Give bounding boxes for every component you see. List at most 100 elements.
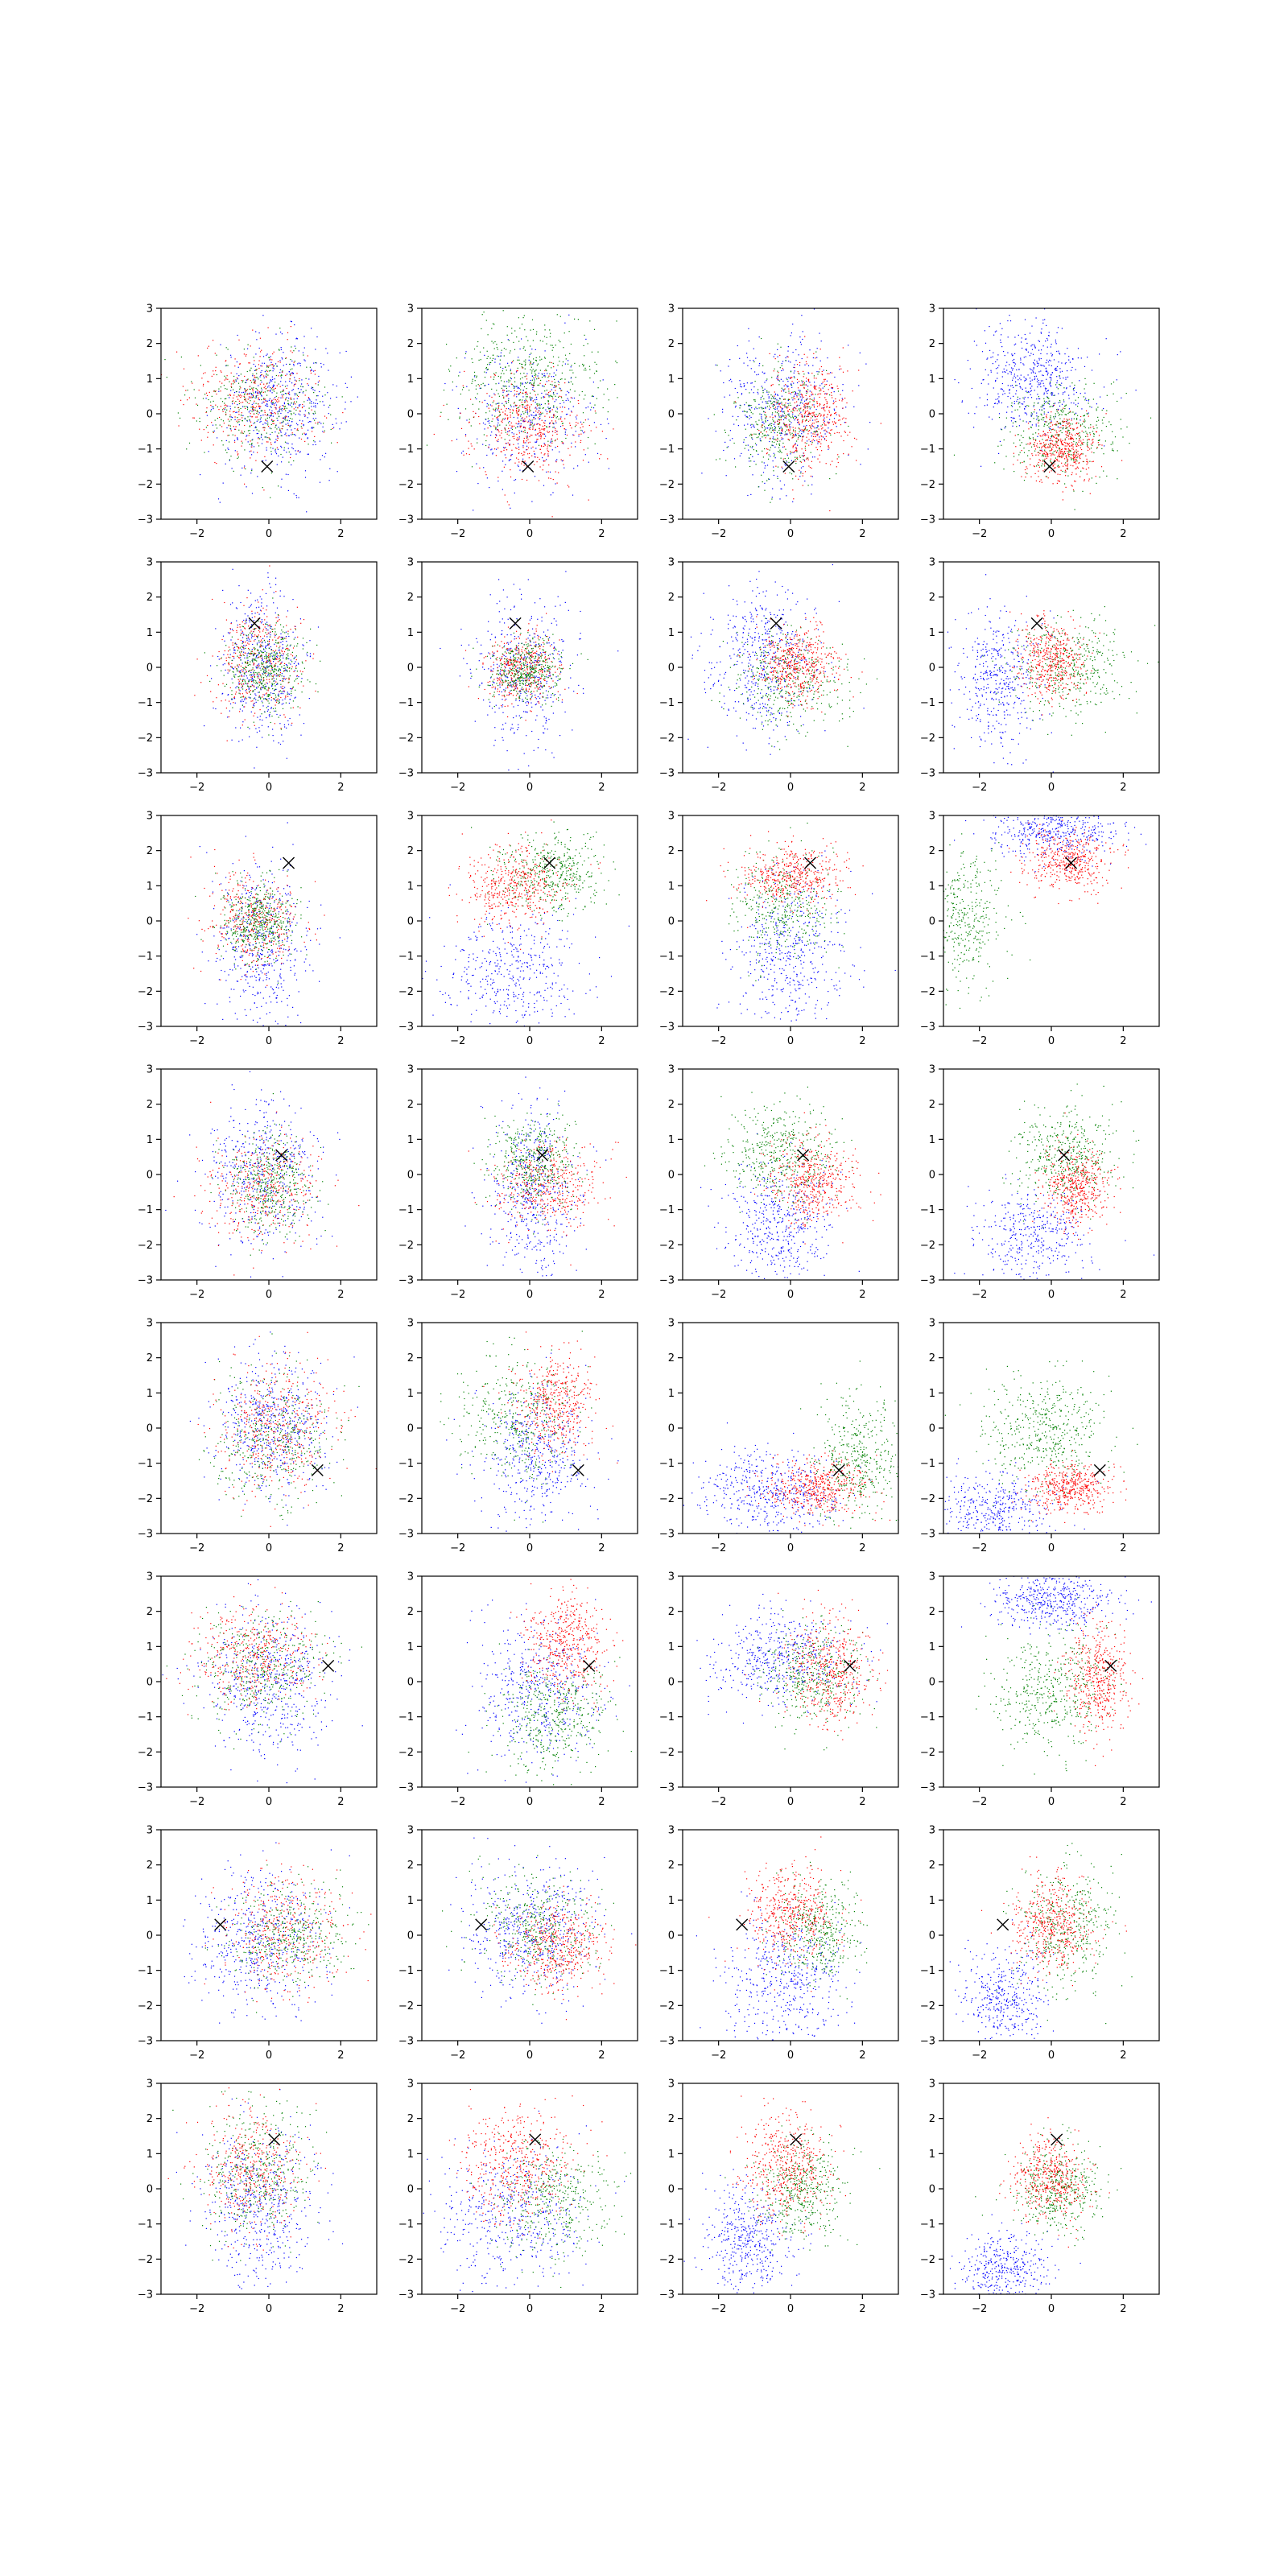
data-point: [305, 433, 307, 435]
data-point: [567, 390, 568, 392]
data-point: [506, 449, 508, 451]
data-point: [789, 423, 791, 425]
data-point: [540, 445, 543, 447]
data-point: [306, 366, 308, 368]
data-point: [782, 415, 784, 417]
data-point: [488, 446, 489, 448]
data-point: [763, 407, 765, 409]
data-point: [285, 432, 287, 434]
data-point: [843, 440, 844, 442]
data-point: [553, 405, 555, 407]
cluster-blue: [954, 308, 1137, 467]
data-point: [275, 387, 276, 389]
data-point: [540, 452, 542, 454]
data-point: [502, 394, 504, 396]
data-point: [233, 426, 234, 427]
data-point: [537, 394, 539, 395]
data-point: [1055, 424, 1057, 426]
data-point: [736, 419, 737, 421]
data-point: [842, 407, 844, 409]
data-point: [553, 423, 555, 425]
data-point: [281, 357, 283, 359]
data-point: [789, 415, 791, 417]
data-point: [544, 428, 546, 430]
data-point: [584, 431, 585, 433]
data-point: [308, 412, 310, 414]
data-point: [523, 442, 525, 444]
data-point: [801, 384, 803, 386]
data-point: [485, 474, 487, 476]
data-point: [221, 382, 223, 384]
data-point: [289, 418, 291, 419]
data-point: [555, 420, 556, 422]
data-point: [770, 398, 772, 399]
data-point: [799, 396, 801, 398]
data-point: [781, 369, 782, 372]
data-point: [294, 383, 295, 386]
data-point: [267, 327, 269, 328]
data-point: [262, 356, 265, 357]
data-point: [1068, 408, 1070, 410]
data-point: [479, 423, 481, 425]
data-point: [796, 440, 798, 442]
data-point: [238, 395, 240, 397]
data-point: [252, 329, 254, 331]
data-point: [1096, 410, 1097, 411]
data-point: [223, 385, 225, 386]
data-point: [564, 322, 566, 324]
data-point: [247, 378, 249, 380]
data-point: [551, 396, 554, 398]
data-point: [1020, 379, 1022, 381]
data-point: [774, 411, 776, 413]
data-point: [827, 402, 828, 404]
data-point: [523, 413, 525, 415]
data-point: [1103, 470, 1104, 472]
data-point: [817, 425, 819, 427]
data-point: [313, 413, 315, 415]
data-point: [252, 439, 254, 440]
data-point: [764, 372, 766, 374]
data-point: [774, 446, 776, 448]
data-point: [1022, 436, 1024, 439]
data-point: [535, 434, 536, 436]
data-point: [261, 391, 262, 393]
data-point: [547, 446, 548, 448]
data-point: [497, 439, 499, 440]
data-point: [758, 407, 760, 409]
data-point: [544, 453, 546, 455]
data-point: [814, 388, 815, 390]
data-point: [771, 444, 773, 446]
data-point: [507, 442, 509, 444]
data-point: [229, 406, 231, 407]
data-point: [762, 387, 763, 389]
data-point: [804, 407, 806, 409]
data-point: [302, 420, 303, 422]
data-point: [555, 483, 556, 485]
data-point: [764, 414, 766, 415]
data-point: [589, 320, 591, 322]
data-point: [828, 445, 829, 447]
data-point: [500, 376, 502, 378]
data-point: [832, 387, 834, 389]
data-point: [795, 416, 797, 418]
data-point: [219, 424, 221, 426]
data-point: [803, 455, 805, 456]
data-point: [267, 366, 269, 368]
data-point: [263, 427, 265, 428]
data-point: [487, 427, 489, 429]
data-point: [764, 426, 766, 427]
data-point: [803, 384, 805, 386]
data-point: [450, 365, 452, 367]
y-tick-label: 0: [668, 409, 675, 421]
data-point: [238, 391, 240, 393]
data-point: [273, 384, 275, 386]
data-point: [770, 425, 772, 427]
data-point: [798, 478, 799, 480]
data-point: [238, 375, 240, 377]
data-point: [465, 351, 467, 353]
data-point: [316, 395, 317, 397]
data-point: [828, 407, 830, 408]
data-point: [519, 399, 521, 401]
data-point: [787, 439, 789, 440]
data-point: [255, 391, 257, 393]
